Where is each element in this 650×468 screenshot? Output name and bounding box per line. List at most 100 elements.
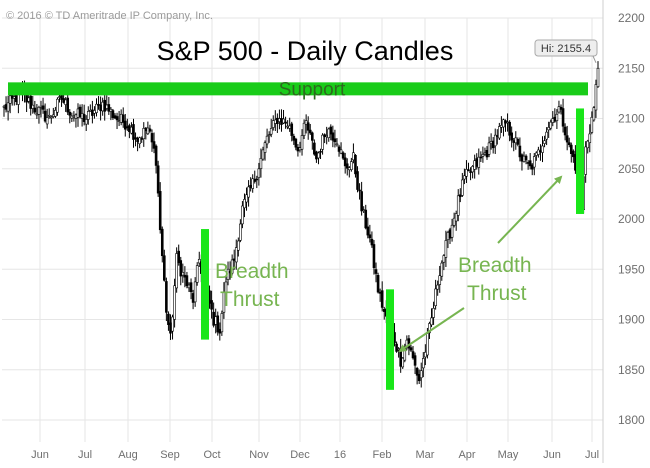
candle-down [526,162,530,164]
candle-up [298,147,302,151]
candle-up [84,119,88,125]
x-tick-label: Jun [31,449,49,461]
candle-up [450,224,454,238]
candle-up [35,113,39,116]
candle-up [592,107,596,121]
candle-down [128,125,131,133]
candle-up [549,121,553,129]
candle-up [286,125,289,128]
candle-down [395,343,398,352]
candle-down [333,138,337,143]
candle-down [189,282,193,293]
candle-down [311,132,314,141]
y-tick-label: 2000 [618,212,645,226]
candle-up [247,186,250,198]
candle-down [504,120,507,124]
candle-up [2,105,6,108]
candle-up [187,284,191,289]
candle-down [380,290,384,308]
x-tick-label: 16 [334,449,346,461]
x-tick-label: Nov [249,449,269,461]
candle-up [555,113,559,121]
x-tick-label: Jul [585,449,599,461]
support-label: Support [279,79,346,100]
candle-up [541,145,544,153]
candle-up [265,135,269,145]
candle-down [123,120,127,130]
candle-up [500,125,503,128]
candle-up [502,119,505,128]
candle-up [594,84,598,111]
candle-down [41,105,45,110]
candle-down [169,322,172,334]
candle-up [489,141,493,144]
candle-up [109,108,113,112]
candle-up [300,135,304,150]
candle-up [274,119,277,124]
y-tick-label: 2150 [618,61,645,75]
candle-up [473,160,476,170]
candle-up [586,140,590,149]
candle-up [426,333,429,356]
candle-down [99,104,102,112]
candle-down [91,109,94,116]
candle-down [518,145,522,158]
candle-up [325,135,328,138]
candle-up [80,113,84,119]
candle-down [524,155,528,161]
candle-up [444,240,448,258]
candle-up [456,195,460,216]
breadth-thrust-bar [201,229,209,340]
candle-down [364,209,368,229]
candle-up [348,167,351,171]
x-tick-label: Apr [458,449,475,461]
y-tick-label: 1850 [618,363,645,377]
x-tick-label: May [498,449,519,461]
candle-down [479,156,483,159]
candle-up [181,272,185,276]
candle-up [537,149,540,155]
candle-down [136,137,139,142]
y-tick-label: 2100 [618,112,645,126]
candle-down [212,311,215,326]
candle-down [148,128,152,132]
candle-down [308,129,312,134]
candle-down [276,117,279,125]
candle-down [167,313,170,325]
candle-down [563,126,567,136]
candle-down [290,123,294,136]
y-tick-label: 2200 [618,11,645,25]
candle-up [471,166,474,173]
support-band [8,82,588,96]
candle-down [121,114,125,123]
candle-up [222,291,226,313]
candle-down [448,229,452,239]
candle-down [569,144,573,154]
candle-down [294,138,298,148]
candle-down [337,146,341,152]
candle-down [553,116,557,122]
candle-up [584,146,587,175]
candle-up [596,67,600,88]
copyright: © 2016 © TD Ameritrade IP Company, Inc. [6,10,213,22]
candle-up [226,268,230,280]
chart-title: S&P 500 - Daily Candles [157,36,454,66]
breadth-thrust-label-1b: Thrust [220,288,280,311]
candle-down [113,115,117,119]
candle-down [43,110,47,122]
axes: 1800 1850 1900 1950 2000 2050 2100 2150 2200 Jun J… [31,0,645,463]
arrow-to-jun-thrust [497,175,563,244]
candle-up [278,118,281,122]
candle-up [481,154,485,157]
candle-down [345,163,349,169]
candle-down [253,178,257,182]
candle-up [54,110,57,117]
candle-up [430,317,433,326]
candle-down [561,108,565,127]
candle-up [45,117,49,125]
candle-up [171,316,174,332]
candle-up [362,209,365,211]
candle-down [82,114,86,122]
candle-down [539,150,542,153]
candle-up [119,113,123,123]
